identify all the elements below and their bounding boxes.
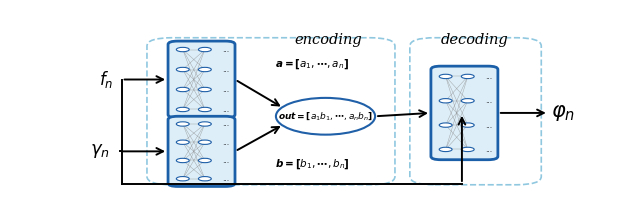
Circle shape <box>198 107 211 112</box>
Text: ...: ... <box>485 121 492 130</box>
Text: $f_n$: $f_n$ <box>99 69 113 90</box>
Circle shape <box>177 177 189 181</box>
Text: ...: ... <box>222 45 229 54</box>
Text: ...: ... <box>485 72 492 81</box>
Text: ...: ... <box>222 174 229 183</box>
Circle shape <box>439 147 452 152</box>
Circle shape <box>177 140 189 144</box>
Text: $\boldsymbol{out=[a_1b_1,\cdots,a_nb_n]}$: $\boldsymbol{out=[a_1b_1,\cdots,a_nb_n]}… <box>278 110 373 122</box>
Text: $\boldsymbol{a=[a_1,\cdots,a_n]}$: $\boldsymbol{a=[a_1,\cdots,a_n]}$ <box>275 58 349 71</box>
Circle shape <box>198 67 211 72</box>
Ellipse shape <box>276 98 375 135</box>
Text: ...: ... <box>222 85 229 94</box>
FancyBboxPatch shape <box>168 41 235 118</box>
Circle shape <box>177 87 189 92</box>
Text: ...: ... <box>222 105 229 114</box>
Text: ...: ... <box>222 120 229 128</box>
Circle shape <box>177 47 189 52</box>
Circle shape <box>461 123 474 127</box>
Circle shape <box>177 107 189 112</box>
FancyBboxPatch shape <box>168 116 235 186</box>
Circle shape <box>439 99 452 103</box>
Circle shape <box>461 74 474 79</box>
Text: $\gamma_n$: $\gamma_n$ <box>90 142 109 160</box>
Text: encoding: encoding <box>294 33 362 47</box>
Text: $\boldsymbol{\varphi_n}$: $\boldsymbol{\varphi_n}$ <box>551 103 575 123</box>
Text: ...: ... <box>485 145 492 154</box>
Text: decoding: decoding <box>440 33 508 47</box>
FancyBboxPatch shape <box>431 66 498 160</box>
Text: ...: ... <box>222 65 229 74</box>
Text: ...: ... <box>222 156 229 165</box>
Text: ...: ... <box>485 96 492 105</box>
Circle shape <box>198 177 211 181</box>
Circle shape <box>439 74 452 79</box>
Circle shape <box>461 99 474 103</box>
Circle shape <box>198 47 211 52</box>
Circle shape <box>439 123 452 127</box>
Circle shape <box>177 122 189 126</box>
Circle shape <box>461 147 474 152</box>
Circle shape <box>198 122 211 126</box>
Text: ...: ... <box>222 138 229 147</box>
Text: $\boldsymbol{b=[b_1,\cdots,b_n]}$: $\boldsymbol{b=[b_1,\cdots,b_n]}$ <box>275 158 349 171</box>
Circle shape <box>198 140 211 144</box>
Circle shape <box>198 87 211 92</box>
Circle shape <box>198 158 211 163</box>
Circle shape <box>177 158 189 163</box>
Circle shape <box>177 67 189 72</box>
